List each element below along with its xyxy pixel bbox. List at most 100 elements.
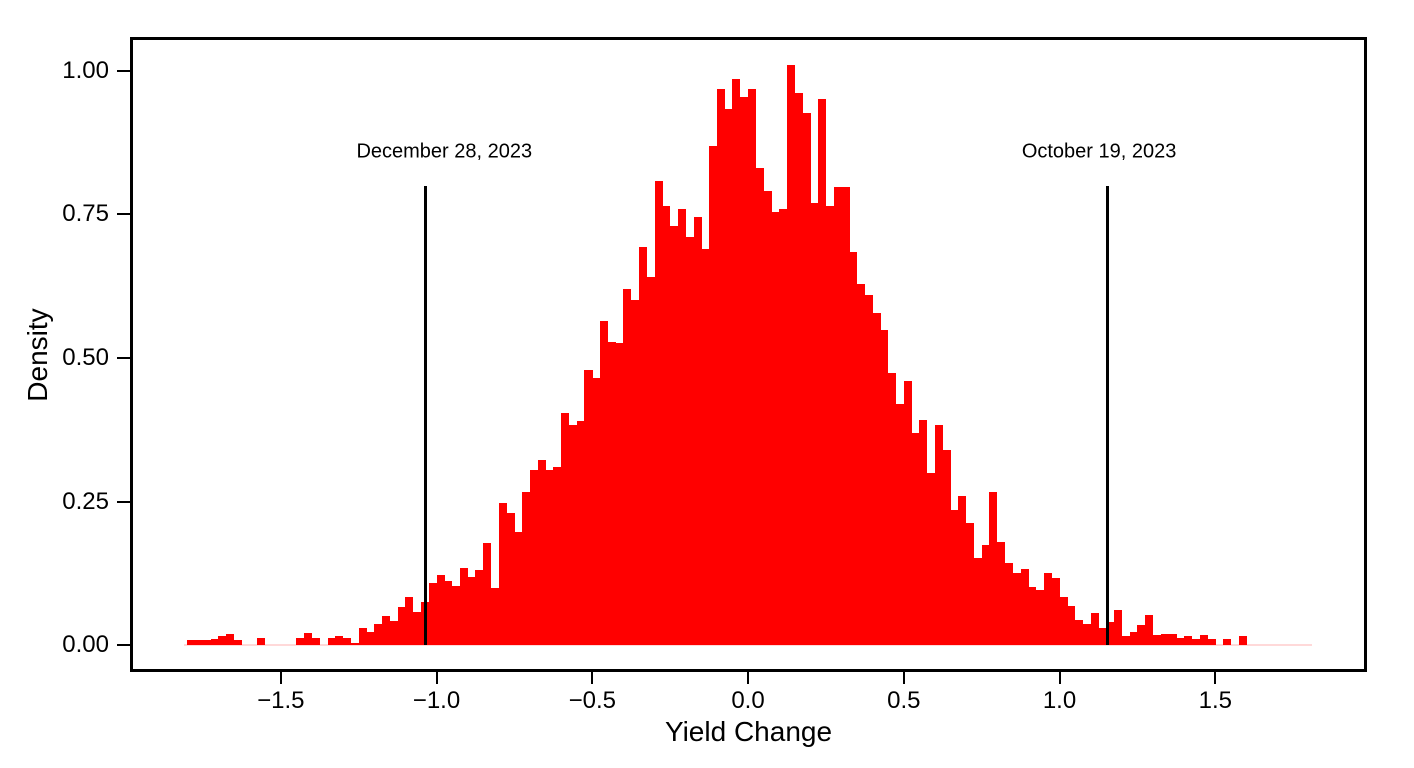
histogram-bar bbox=[1160, 634, 1169, 646]
histogram-bar bbox=[934, 425, 943, 645]
histogram-bar bbox=[911, 433, 920, 646]
histogram-bar bbox=[639, 246, 648, 645]
histogram-bar bbox=[335, 635, 344, 646]
histogram-bar bbox=[786, 65, 795, 645]
histogram-bar bbox=[1098, 627, 1107, 645]
histogram-bar bbox=[1106, 622, 1115, 646]
histogram-bar bbox=[187, 640, 196, 645]
histogram-bar bbox=[966, 523, 975, 646]
histogram-bar bbox=[981, 545, 990, 645]
x-axis-tick bbox=[591, 672, 594, 684]
histogram-bar bbox=[607, 341, 616, 645]
histogram-bar bbox=[498, 503, 507, 645]
event-date-vline bbox=[424, 185, 428, 645]
histogram-bar bbox=[958, 495, 967, 645]
histogram-bar bbox=[701, 248, 710, 646]
y-axis-tick-label: 0.25 bbox=[62, 487, 109, 515]
histogram-bar bbox=[210, 639, 219, 645]
histogram-bar bbox=[841, 187, 850, 645]
histogram-bar bbox=[218, 636, 227, 645]
histogram-bar bbox=[327, 637, 336, 645]
histogram-bar bbox=[1176, 637, 1185, 645]
histogram-bar bbox=[903, 380, 912, 645]
histogram-bar bbox=[740, 96, 749, 645]
x-axis-tick bbox=[435, 672, 438, 684]
x-axis-tick-label: −0.5 bbox=[568, 687, 616, 714]
event-date-label: December 28, 2023 bbox=[356, 140, 533, 163]
histogram-bar bbox=[896, 403, 905, 645]
histogram-bar bbox=[1012, 573, 1021, 646]
histogram-bar bbox=[350, 642, 359, 646]
histogram-bar bbox=[1207, 639, 1216, 645]
histogram-bar bbox=[592, 378, 601, 645]
histogram-bar bbox=[1137, 624, 1146, 645]
histogram-bar bbox=[942, 449, 951, 645]
histogram-bar bbox=[226, 633, 235, 645]
histogram-bar bbox=[973, 558, 982, 645]
y-axis-tick bbox=[117, 644, 130, 646]
histogram-bar bbox=[1168, 634, 1177, 646]
x-axis-tick bbox=[902, 672, 905, 684]
histogram-bar bbox=[1020, 569, 1029, 645]
y-axis-tick-label: 1.00 bbox=[62, 56, 109, 84]
histogram-bar bbox=[1067, 605, 1076, 645]
histogram-bar bbox=[748, 89, 757, 646]
histogram-bar bbox=[382, 616, 391, 645]
y-axis-tick bbox=[117, 213, 130, 216]
histogram-bar bbox=[771, 211, 780, 645]
histogram-bar bbox=[343, 638, 352, 645]
histogram-bar bbox=[1121, 635, 1130, 646]
histogram-bar bbox=[950, 510, 959, 645]
x-axis-tick bbox=[1214, 672, 1217, 684]
histogram-bar bbox=[436, 574, 445, 646]
histogram-bar bbox=[1114, 609, 1123, 645]
histogram-bar bbox=[1075, 619, 1084, 645]
histogram-bar bbox=[1043, 573, 1052, 646]
histogram-bar bbox=[1223, 638, 1232, 645]
histogram-bar bbox=[709, 145, 718, 645]
event-date-vline bbox=[1106, 185, 1110, 645]
y-axis-tick-label: 0.00 bbox=[62, 631, 109, 658]
histogram-bar bbox=[1129, 631, 1138, 645]
histogram-bar bbox=[677, 208, 686, 645]
histogram-bar bbox=[615, 343, 624, 646]
histogram-bar bbox=[631, 299, 640, 645]
x-axis-tick-label: 0.5 bbox=[887, 687, 921, 714]
x-axis-tick-label: 1.5 bbox=[1198, 687, 1232, 714]
histogram-bar bbox=[779, 208, 788, 645]
x-axis-tick-label: 0.0 bbox=[731, 687, 765, 714]
x-axis-tick-label: −1.5 bbox=[257, 687, 305, 714]
histogram-bar bbox=[545, 469, 554, 645]
histogram-bar bbox=[506, 512, 515, 645]
histogram-bar bbox=[452, 586, 461, 645]
histogram-bar bbox=[1184, 636, 1193, 645]
histogram-bar bbox=[568, 425, 577, 645]
x-axis-tick-label: 1.0 bbox=[1042, 687, 1077, 714]
histogram-bar bbox=[553, 467, 562, 645]
histogram-bar bbox=[413, 611, 422, 646]
histogram-bar bbox=[802, 112, 811, 645]
histogram-bar bbox=[872, 313, 881, 645]
histogram-bar bbox=[623, 289, 632, 646]
histogram-bar bbox=[491, 587, 500, 645]
x-axis-tick bbox=[1058, 672, 1061, 684]
histogram-bar bbox=[997, 541, 1006, 645]
histogram-bar bbox=[374, 624, 383, 645]
histogram-bar bbox=[880, 329, 889, 645]
histogram-bar bbox=[444, 580, 453, 645]
histogram-bar bbox=[849, 251, 858, 645]
histogram-bar bbox=[810, 202, 819, 645]
histogram-bar bbox=[1005, 562, 1014, 645]
histogram-bar bbox=[1036, 589, 1045, 645]
histogram-bar bbox=[459, 568, 468, 645]
histogram-bar bbox=[1238, 636, 1247, 645]
histogram-bar bbox=[397, 606, 406, 646]
histogram-bar bbox=[389, 620, 398, 645]
x-axis-title: Yield Change bbox=[664, 716, 833, 747]
y-axis-tick bbox=[117, 500, 130, 503]
event-date-label: October 19, 2023 bbox=[1021, 140, 1177, 163]
y-axis-title: Density bbox=[22, 307, 53, 402]
histogram-bar bbox=[358, 627, 367, 645]
histogram-bar bbox=[483, 542, 492, 645]
